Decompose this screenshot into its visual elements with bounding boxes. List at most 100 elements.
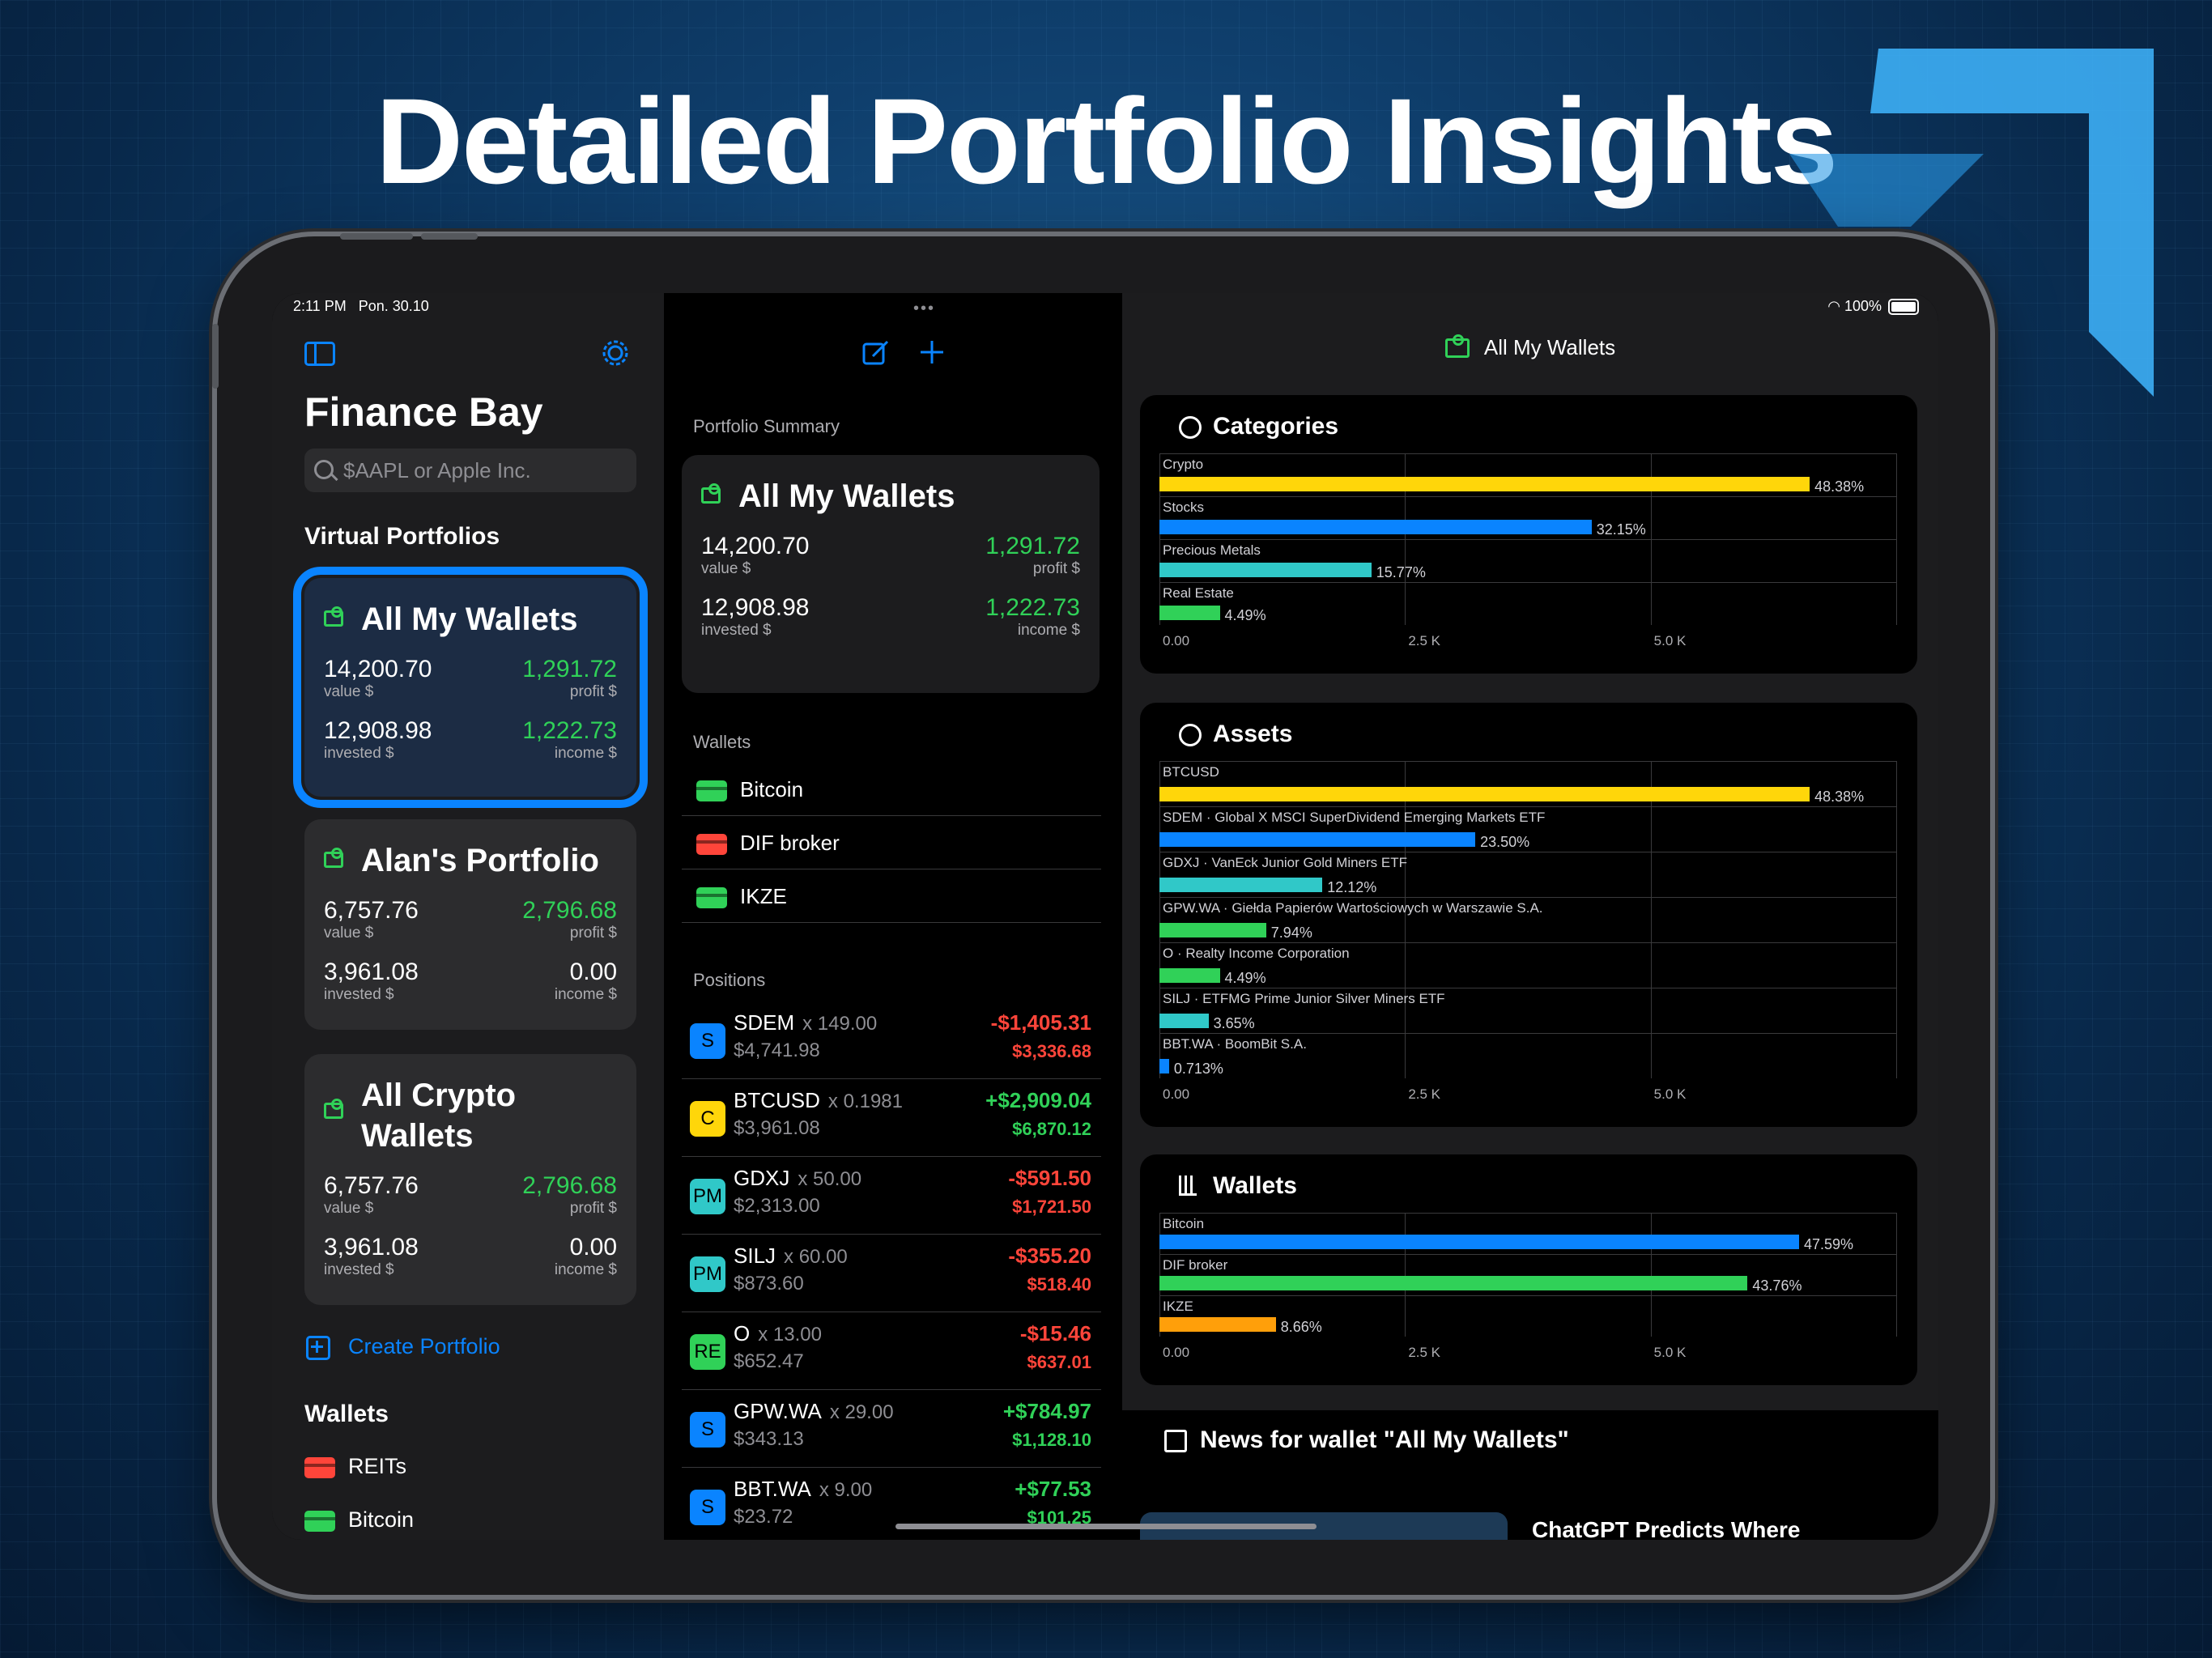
multitask-dots-icon[interactable]: ••• bbox=[913, 300, 936, 317]
portfolio-summary-card[interactable]: All My Wallets 14,200.70 value $ 1,291.72… bbox=[682, 455, 1100, 693]
bar-category-label: SDEM · Global X MSCI SuperDividend Emerg… bbox=[1163, 810, 1546, 825]
invested-label: invested $ bbox=[324, 745, 394, 762]
grid-line bbox=[1159, 496, 1896, 497]
bar[interactable] bbox=[1159, 1014, 1209, 1028]
bar[interactable] bbox=[1159, 563, 1372, 577]
bar[interactable] bbox=[1159, 832, 1476, 847]
bar-category-label: SILJ · ETFMG Prime Junior Silver Miners … bbox=[1163, 991, 1445, 1006]
side-button bbox=[212, 324, 219, 389]
position-type-badge: PM bbox=[690, 1179, 725, 1214]
portfolio-card-alans-portfolio[interactable]: Alan's Portfolio 6,757.76 value $ 2,796.6… bbox=[304, 819, 636, 1030]
add-icon[interactable] bbox=[918, 338, 946, 366]
newspaper-icon bbox=[1164, 1430, 1187, 1453]
portfolio-value: 14,200.70 bbox=[324, 656, 432, 682]
screen: Finance Bay $AAPL or Apple Inc. Virtual … bbox=[272, 293, 1938, 1540]
create-portfolio-button[interactable]: Create Portfolio bbox=[306, 1334, 500, 1360]
income-label: income $ bbox=[554, 1261, 617, 1278]
wallet-row-dif-broker[interactable]: DIF broker bbox=[682, 816, 1101, 869]
compose-icon[interactable] bbox=[861, 338, 891, 368]
wallet-row-bitcoin[interactable]: Bitcoin bbox=[682, 763, 1101, 816]
wallet-row-ikze[interactable]: IKZE bbox=[682, 869, 1101, 923]
virtual-portfolios-heading: Virtual Portfolios bbox=[304, 523, 500, 550]
position-row[interactable]: S SDEM x 149.00 $4,741.98 -$1,405.31 $3,336.6… bbox=[682, 1001, 1101, 1079]
position-qty: x 50.00 bbox=[798, 1168, 862, 1190]
bar-value-label: 32.15% bbox=[1596, 521, 1646, 538]
wallet-icon bbox=[324, 848, 343, 868]
portfolio-invested: 12,908.98 bbox=[324, 717, 432, 744]
bar[interactable] bbox=[1159, 1235, 1799, 1249]
app-title: Finance Bay bbox=[304, 389, 543, 435]
bar-value-label: 48.38% bbox=[1814, 789, 1865, 805]
bar[interactable] bbox=[1159, 787, 1810, 801]
search-icon bbox=[314, 460, 334, 479]
sidebar-wallet-reits[interactable]: REITs bbox=[304, 1454, 406, 1479]
position-row[interactable]: S GPW.WA x 29.00 $343.13 +$784.97 $1,128.10 bbox=[682, 1389, 1101, 1468]
news-headline[interactable]: ChatGPT Predicts Where bbox=[1532, 1517, 1801, 1540]
portfolio-card-all-crypto-wallets[interactable]: All Crypto Wallets 6,757.76 value $ 2,796… bbox=[304, 1054, 636, 1305]
position-type-badge: RE bbox=[690, 1334, 725, 1370]
card-icon bbox=[696, 887, 727, 909]
position-symbol: GDXJ x 50.00 bbox=[734, 1166, 862, 1190]
pie-chart-icon bbox=[1179, 416, 1202, 439]
grid-line bbox=[1159, 1033, 1896, 1034]
portfolio-profit: 2,796.68 bbox=[522, 1172, 617, 1199]
summary-invested: 12,908.98 bbox=[701, 594, 810, 621]
wallet-label: Bitcoin bbox=[348, 1507, 415, 1532]
card-icon bbox=[696, 780, 727, 802]
income-label: income $ bbox=[554, 986, 617, 1003]
bar[interactable] bbox=[1159, 1317, 1276, 1332]
position-symbol: BTCUSD x 0.1981 bbox=[734, 1088, 903, 1112]
portfolio-invested: 3,961.08 bbox=[324, 959, 419, 985]
sidebar-toggle-icon[interactable] bbox=[304, 342, 335, 366]
position-row[interactable]: PM GDXJ x 50.00 $2,313.00 -$591.50 $1,721.50 bbox=[682, 1156, 1101, 1235]
portfolio-income: 0.00 bbox=[569, 959, 617, 985]
portfolio-card-all-my-wallets[interactable]: All My Wallets 14,200.70 value $ 1,291.72… bbox=[293, 567, 648, 808]
wallet-icon bbox=[324, 1099, 343, 1119]
position-row[interactable]: C BTCUSD x 0.1981 $3,961.08 +$2,909.04 $6,870… bbox=[682, 1078, 1101, 1157]
sidebar: Finance Bay $AAPL or Apple Inc. Virtual … bbox=[272, 293, 664, 1540]
bar[interactable] bbox=[1159, 968, 1220, 983]
bar[interactable] bbox=[1159, 1059, 1169, 1073]
x-tick-label: 0.00 bbox=[1163, 1086, 1190, 1102]
status-right: ◠ 100% bbox=[1827, 298, 1919, 316]
home-indicator bbox=[895, 1524, 1317, 1529]
position-qty: x 149.00 bbox=[802, 1013, 878, 1035]
bar-value-label: 4.49% bbox=[1224, 970, 1266, 986]
grid-line bbox=[1896, 1213, 1897, 1337]
gear-icon[interactable] bbox=[601, 338, 630, 368]
bar-value-label: 43.76% bbox=[1752, 1278, 1802, 1294]
position-row[interactable]: S BBT.WA x 9.00 $23.72 +$77.53 $101.25 bbox=[682, 1467, 1101, 1540]
position-row[interactable]: PM SILJ x 60.00 $873.60 -$355.20 $518.40 bbox=[682, 1234, 1101, 1312]
position-qty: x 60.00 bbox=[784, 1246, 848, 1268]
bar[interactable] bbox=[1159, 923, 1266, 937]
invested-label: invested $ bbox=[701, 622, 772, 639]
bar-category-label: Crypto bbox=[1163, 457, 1204, 472]
bar[interactable] bbox=[1159, 477, 1810, 491]
bar-category-label: Precious Metals bbox=[1163, 542, 1261, 558]
profit-label: profit $ bbox=[569, 683, 617, 700]
position-symbol: BBT.WA x 9.00 bbox=[734, 1477, 873, 1501]
middle-column: ••• Portfolio Summary All My Wallets 14,… bbox=[666, 293, 1122, 1540]
position-type-badge: PM bbox=[690, 1256, 725, 1292]
portfolio-name: All My Wallets bbox=[361, 602, 578, 637]
sidebar-wallet-bitcoin[interactable]: Bitcoin bbox=[304, 1507, 414, 1533]
bar[interactable] bbox=[1159, 878, 1323, 892]
value-label: value $ bbox=[324, 925, 374, 942]
chart-panel-assets: Assets BTCUSD 48.38% SDEM · Global X MSCI S… bbox=[1140, 703, 1917, 1127]
wallet-icon bbox=[701, 483, 721, 504]
bar[interactable] bbox=[1159, 606, 1220, 620]
chart-panel-categories: Categories Crypto 48.38% Stocks 32.15% Precio… bbox=[1140, 395, 1917, 674]
bar-category-label: IKZE bbox=[1163, 1299, 1193, 1314]
portfolio-income: 0.00 bbox=[569, 1234, 617, 1261]
bar[interactable] bbox=[1159, 520, 1592, 534]
x-tick-label: 5.0 K bbox=[1653, 1345, 1687, 1360]
position-total: $6,870.12 bbox=[1012, 1119, 1091, 1139]
grid-line bbox=[1159, 806, 1896, 807]
search-input[interactable]: $AAPL or Apple Inc. bbox=[304, 449, 636, 492]
news-title: News for wallet "All My Wallets" bbox=[1164, 1426, 1569, 1454]
bar[interactable] bbox=[1159, 1276, 1748, 1290]
chart-plot: Crypto 48.38% Stocks 32.15% Precious Metals 1… bbox=[1159, 453, 1897, 648]
chart-title-text: Wallets bbox=[1213, 1172, 1297, 1199]
position-change: +$77.53 bbox=[1015, 1477, 1091, 1501]
